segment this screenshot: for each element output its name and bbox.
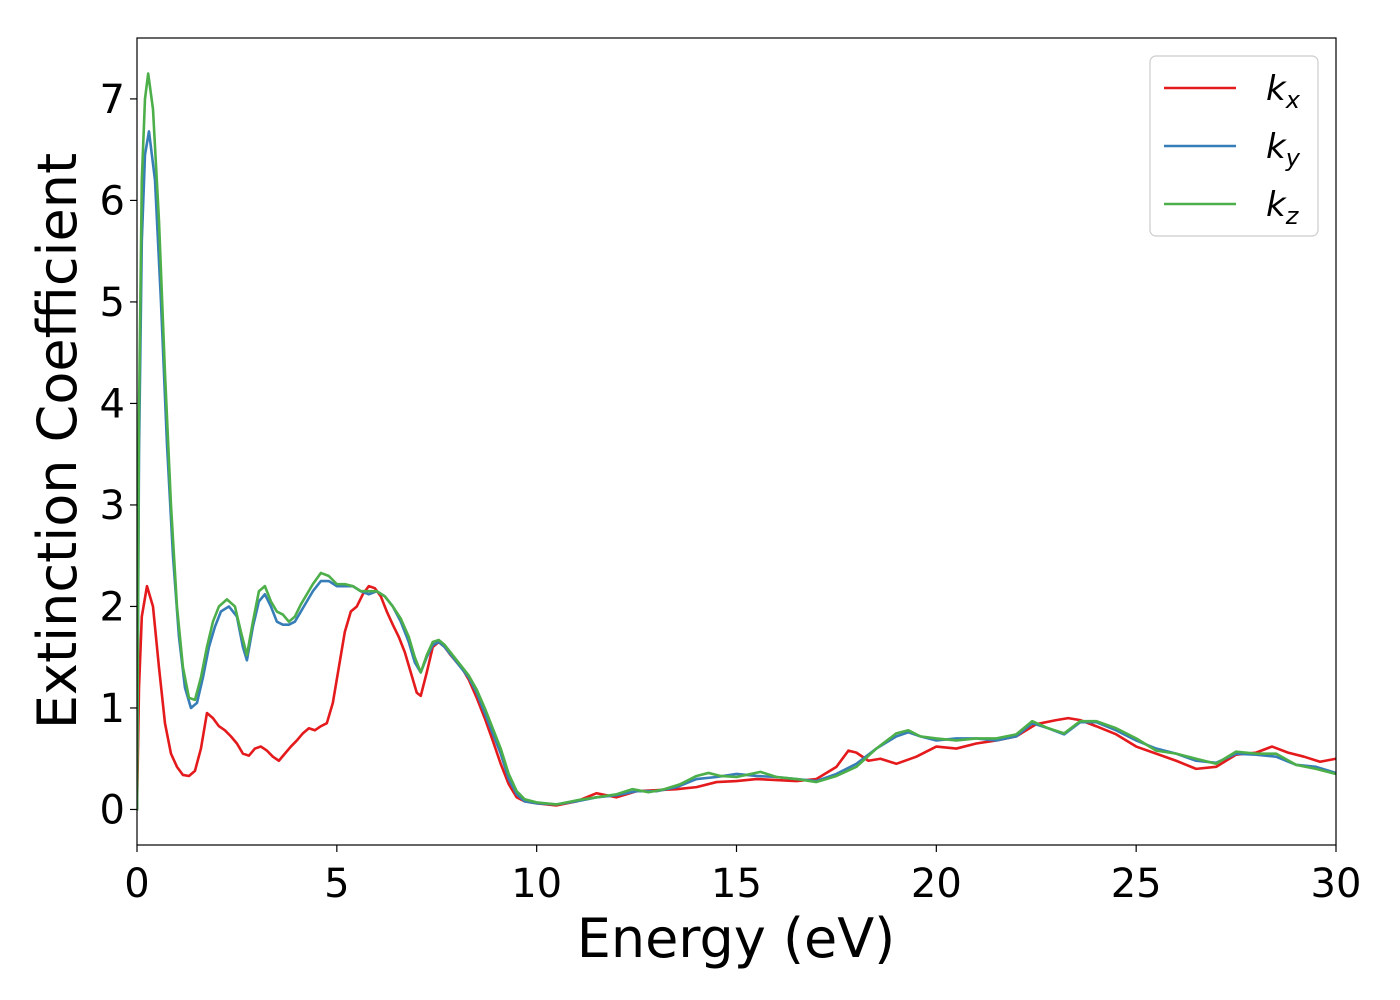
plot-background	[137, 38, 1336, 845]
x-axis: 0 5 10 15 20 25 30	[124, 845, 1361, 907]
y-tick-label: 3	[100, 483, 125, 529]
x-tick-label: 20	[911, 861, 962, 907]
x-tick-label: 5	[324, 861, 349, 907]
series-layer	[137, 72, 1336, 811]
y-tick-label: 6	[100, 178, 125, 224]
series-line-kz	[137, 72, 1336, 811]
legend-subscript: y	[1285, 144, 1301, 172]
y-tick-label: 1	[100, 686, 125, 732]
y-tick-label: 7	[100, 77, 125, 123]
y-axis-title: Extinction Coefficient	[26, 153, 89, 729]
x-tick-label: 15	[711, 861, 762, 907]
y-tick-label: 2	[100, 584, 125, 630]
legend-subscript: z	[1285, 202, 1300, 230]
x-tick-label: 10	[511, 861, 562, 907]
x-tick-label: 30	[1311, 861, 1362, 907]
y-axis: 0 1 2 3 4 5 6 7	[100, 77, 137, 833]
y-tick-label: 4	[100, 381, 125, 427]
legend-label-ky: ky	[1266, 127, 1301, 172]
y-tick-label: 0	[100, 787, 125, 833]
y-tick-label: 5	[100, 280, 125, 326]
x-tick-label: 0	[124, 861, 149, 907]
x-axis-title: Energy (eV)	[577, 907, 896, 970]
legend-subscript: x	[1285, 86, 1301, 114]
x-tick-label: 25	[1111, 861, 1162, 907]
